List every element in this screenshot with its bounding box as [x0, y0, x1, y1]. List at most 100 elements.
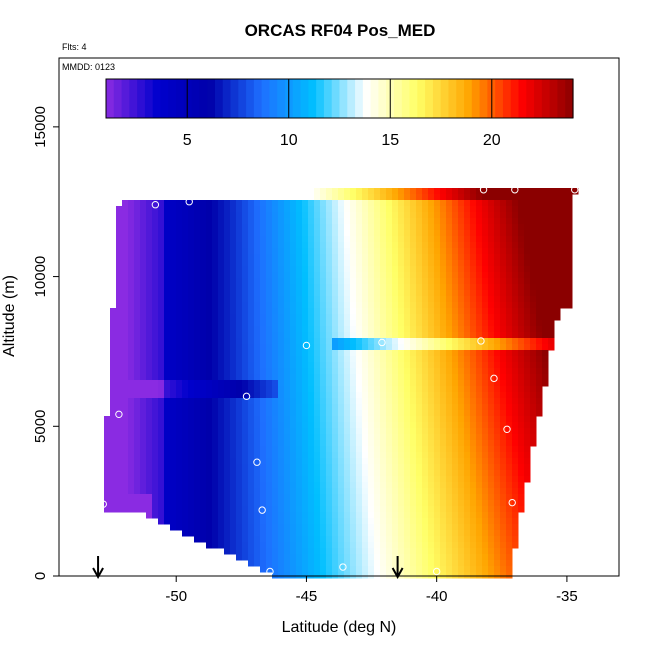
heat-cell	[398, 230, 405, 237]
heat-cell	[290, 230, 297, 237]
heat-cell	[518, 200, 525, 207]
heat-cell	[524, 302, 531, 309]
heat-cell	[434, 536, 441, 543]
heat-cell	[428, 518, 435, 525]
heat-cell	[476, 572, 483, 579]
heat-cell	[440, 332, 447, 339]
heat-cell	[236, 278, 243, 285]
heat-cell	[410, 206, 417, 213]
heat-cell	[182, 272, 189, 279]
heat-cell	[242, 224, 249, 231]
heat-cell	[554, 272, 561, 279]
heat-cell	[446, 542, 453, 549]
heat-cell	[284, 440, 291, 447]
heat-cell	[410, 428, 417, 435]
heat-cell	[542, 284, 549, 291]
heat-cell	[158, 248, 165, 255]
heat-cell	[416, 542, 423, 549]
heat-cell	[302, 452, 309, 459]
heat-cell	[482, 410, 489, 417]
heat-cell	[464, 290, 471, 297]
heat-cell	[560, 302, 567, 309]
heat-cell	[398, 266, 405, 273]
heat-cell	[146, 434, 153, 441]
heat-cell	[338, 350, 345, 357]
heat-cell	[110, 386, 117, 393]
heat-cell	[566, 218, 573, 225]
heat-cell	[338, 446, 345, 453]
heat-cell	[254, 338, 261, 345]
heat-cell	[146, 206, 153, 213]
heat-cell	[392, 320, 399, 327]
heat-cell	[110, 458, 117, 465]
heat-cell	[404, 332, 411, 339]
heat-cell	[302, 554, 309, 561]
heat-cell	[428, 548, 435, 555]
heat-cell	[416, 272, 423, 279]
heat-cell	[404, 464, 411, 471]
heat-cell	[188, 422, 195, 429]
heat-cell	[206, 224, 213, 231]
heat-cell	[248, 290, 255, 297]
heat-cell	[548, 236, 555, 243]
colorbar-frame	[105, 78, 574, 119]
heat-cell	[158, 470, 165, 477]
heat-cell	[188, 380, 195, 387]
heat-cell	[428, 374, 435, 381]
heat-cell	[434, 278, 441, 285]
heat-cell	[134, 392, 141, 399]
heat-cell	[434, 320, 441, 327]
heat-cell	[542, 236, 549, 243]
heat-cell	[350, 512, 357, 519]
heat-cell	[344, 260, 351, 267]
heat-cell	[212, 218, 219, 225]
heat-cell	[236, 296, 243, 303]
heat-cell	[170, 404, 177, 411]
heat-cell	[308, 476, 315, 483]
heat-cell	[362, 230, 369, 237]
heat-cell	[452, 266, 459, 273]
heat-cell	[260, 494, 267, 501]
heat-cell	[284, 254, 291, 261]
heat-cell	[206, 260, 213, 267]
heat-cell	[380, 194, 387, 201]
heat-cell	[182, 494, 189, 501]
heat-cell	[542, 194, 549, 201]
heat-cell	[458, 506, 465, 513]
heat-cell	[380, 554, 387, 561]
heat-cell	[332, 458, 339, 465]
heat-cell	[212, 344, 219, 351]
heat-cell	[404, 488, 411, 495]
heat-cell	[386, 470, 393, 477]
x-axis-label: Latitude (deg N)	[282, 619, 397, 636]
heat-cell	[152, 512, 159, 519]
heat-cell	[506, 386, 513, 393]
heat-cell	[458, 524, 465, 531]
heat-cell	[566, 266, 573, 273]
heat-cell	[170, 290, 177, 297]
heat-cell	[416, 368, 423, 375]
heat-cell	[464, 476, 471, 483]
heat-cell	[188, 248, 195, 255]
heat-cell	[362, 470, 369, 477]
heat-cell	[230, 548, 237, 555]
heat-cell	[272, 572, 279, 579]
heat-cell	[464, 272, 471, 279]
heat-cell	[470, 236, 477, 243]
heat-cell	[356, 380, 363, 387]
heat-cell	[338, 482, 345, 489]
heat-cell	[248, 350, 255, 357]
heat-cell	[422, 314, 429, 321]
heat-cell	[200, 518, 207, 525]
heat-cell	[248, 266, 255, 273]
heat-cell	[128, 278, 135, 285]
heat-cell	[158, 512, 165, 519]
heat-cell	[404, 440, 411, 447]
heat-cell	[176, 290, 183, 297]
heat-cell	[272, 236, 279, 243]
heat-cell	[206, 518, 213, 525]
heat-cell	[392, 188, 399, 195]
heat-cell	[560, 296, 567, 303]
heat-cell	[386, 248, 393, 255]
heat-cell	[350, 242, 357, 249]
